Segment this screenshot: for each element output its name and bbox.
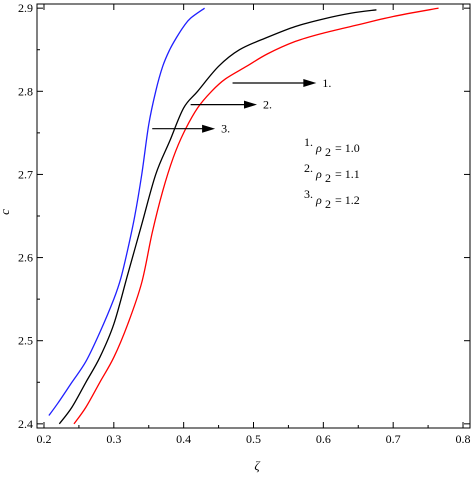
legend-entry-subscript: 2 — [325, 197, 331, 211]
y-tick-label: 2.8 — [18, 84, 33, 98]
curves — [48, 7, 439, 425]
x-tick-label: 0.4 — [176, 432, 191, 446]
ticks: 0.2 0.3 0.4 0.5 0.6 0.7 0.8 2.4 2.5 2.6 2.7 2.8 2.9 — [18, 1, 471, 446]
annotation-arrow-head — [303, 78, 317, 87]
plot-frame — [36, 3, 471, 429]
annotation-arrow-head — [202, 124, 216, 133]
legend-entry: 1. ρ 2 = 1.0 — [304, 135, 360, 159]
y-axis-label: c — [0, 209, 12, 215]
series-line-3 — [48, 7, 205, 416]
y-tick-label: 2.7 — [18, 167, 33, 181]
x-tick-label: 0.2 — [36, 432, 51, 446]
legend-entry-value: = 1.2 — [335, 193, 360, 207]
y-tick-label: 2.4 — [18, 417, 33, 431]
series-line-2 — [58, 9, 377, 425]
x-axis-label: ζ — [254, 458, 260, 473]
y-tick-label: 2.6 — [18, 251, 33, 265]
legend-entry-subscript: 2 — [325, 171, 331, 185]
legend: 1. ρ 2 = 1.02. ρ 2 = 1.13. ρ 2 = 1.2 — [304, 135, 360, 211]
legend-entry-subscript: 2 — [325, 145, 331, 159]
legend-entry-symbol: ρ — [315, 193, 322, 207]
legend-entry-number: 2. — [304, 161, 313, 175]
y-tick-label: 2.9 — [18, 1, 33, 15]
legend-entry-value: = 1.0 — [335, 141, 360, 155]
legend-entry: 3. ρ 2 = 1.2 — [304, 187, 360, 211]
annotations: 1. 2. 3. — [152, 76, 331, 136]
x-tick-label: 0.6 — [316, 432, 331, 446]
annotation-arrow-head — [243, 100, 257, 109]
x-tick-label: 0.5 — [246, 432, 261, 446]
legend-entry-value: = 1.1 — [335, 167, 360, 181]
legend-entry-symbol: ρ — [315, 141, 322, 155]
annotation-label: 2. — [263, 98, 272, 112]
legend-entry-number: 1. — [304, 135, 313, 149]
annotation-label: 3. — [221, 122, 230, 136]
legend-entry-number: 3. — [304, 187, 313, 201]
x-tick-label: 0.7 — [386, 432, 401, 446]
legend-entry: 2. ρ 2 = 1.1 — [304, 161, 360, 185]
annotation-label: 1. — [322, 76, 331, 90]
x-tick-label: 0.3 — [106, 432, 121, 446]
y-tick-label: 2.5 — [18, 334, 33, 348]
legend-entry-symbol: ρ — [315, 167, 322, 181]
series-line-1 — [73, 7, 439, 425]
x-tick-label: 0.8 — [456, 432, 471, 446]
